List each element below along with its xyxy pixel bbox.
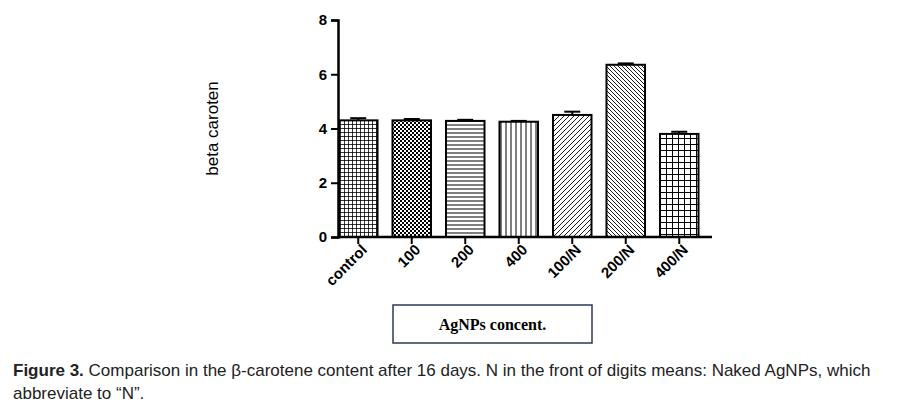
error-bar [511, 120, 527, 122]
x-axis: control 100 200 400 100/N 200/N 400/N [322, 237, 712, 289]
y-tick: 2 [319, 174, 338, 191]
bar [499, 122, 538, 237]
chart: 0 2 4 6 8 control 100 200 400 100/N 200/N 400/N beta… [0, 0, 905, 406]
x-tick-label: 100 [394, 241, 424, 271]
x-tick: 100 [394, 237, 424, 271]
y-tick-mark [331, 74, 338, 76]
x-tick-label: 400 [501, 241, 531, 271]
y-tick: 6 [319, 66, 338, 83]
chart-svg: 0 2 4 6 8 control 100 200 400 100/N 200/N 400/N beta… [0, 0, 905, 406]
error-bar-cap [457, 119, 473, 121]
y-tick: 0 [319, 228, 338, 245]
error-bar [671, 132, 687, 134]
y-tick-mark [331, 182, 338, 184]
caption-text: Comparison in the β-carotene content aft… [13, 361, 870, 403]
bar [606, 65, 645, 237]
x-tick: 200 [447, 237, 477, 271]
caption-title: Figure 3. [13, 361, 84, 380]
x-tick-label: control [322, 241, 370, 289]
x-tick-label: 200/N [597, 241, 637, 281]
x-tick-label: 100/N [544, 241, 584, 281]
error-bar [564, 112, 580, 115]
bar [446, 121, 485, 237]
y-tick-mark [331, 237, 338, 239]
error-bar-cap [564, 111, 580, 113]
error-bar [618, 63, 634, 64]
caption: Figure 3. Comparison in the β-carotene c… [13, 359, 905, 405]
x-tick: 400/N [651, 237, 691, 281]
x-tick: 100/N [544, 237, 584, 281]
y-tick-label: 6 [319, 66, 327, 83]
y-tick-label: 8 [319, 11, 327, 28]
error-bar [457, 120, 473, 121]
y-axis: 0 2 4 6 8 [319, 11, 339, 245]
error-bar-cap [618, 62, 634, 64]
y-tick-label: 0 [319, 228, 327, 245]
y-tick-label: 4 [319, 120, 328, 137]
x-tick: 400 [501, 237, 531, 271]
y-tick-mark [331, 128, 338, 130]
error-bar-cap [350, 117, 366, 119]
x-tick: 200/N [597, 237, 637, 281]
y-axis-line [331, 21, 339, 238]
x-axis-line [338, 236, 712, 239]
x-tick-label: 400/N [651, 241, 691, 281]
bar [339, 120, 378, 237]
error-bar [350, 118, 366, 120]
y-tick-label: 2 [319, 174, 327, 191]
bar [553, 115, 592, 237]
plot-area [339, 63, 699, 237]
x-tick-label: 200 [447, 241, 477, 271]
error-bar-cap [671, 131, 687, 133]
error-bar-cap [511, 120, 527, 122]
space [84, 361, 89, 380]
error-bar [404, 119, 420, 120]
x-axis-title-box [393, 305, 592, 343]
bar [660, 134, 699, 237]
figure: 0 2 4 6 8 control 100 200 400 100/N 200/N 400/N beta… [0, 0, 905, 406]
y-tick: 8 [319, 11, 338, 28]
bar [392, 120, 431, 237]
x-tick: control [322, 237, 370, 289]
x-axis-title: AgNPs concent. [439, 316, 547, 334]
y-tick-mark [331, 20, 338, 22]
y-tick: 4 [319, 120, 338, 137]
y-axis-title: beta caroten [203, 81, 222, 176]
error-bar-cap [404, 118, 420, 120]
